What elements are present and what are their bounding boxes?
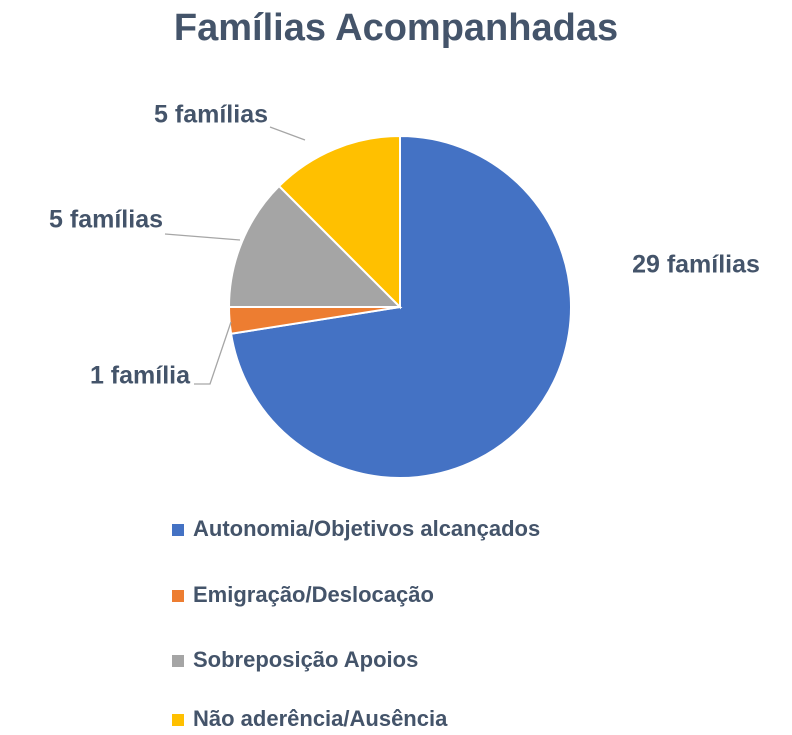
legend-swatch: [172, 524, 184, 536]
pie: [227, 134, 572, 479]
legend-swatch: [172, 590, 184, 602]
legend-swatch: [172, 714, 184, 726]
legend-label: Autonomia/Objetivos alcançados: [193, 516, 540, 541]
legend-label: Sobreposição Apoios: [193, 647, 418, 672]
data-label: 1 família: [90, 362, 191, 390]
leader-line: [164, 233, 241, 241]
legend-label: Não aderência/Ausência: [193, 706, 448, 731]
legend-swatch: [172, 655, 184, 667]
chart-title: Famílias Acompanhadas: [174, 7, 618, 49]
data-label: 5 famílias: [154, 101, 268, 129]
leader-line: [194, 321, 232, 385]
pie-slice: [277, 134, 401, 310]
legend-label: Emigração/Deslocação: [193, 582, 434, 607]
pie-slice: [227, 184, 403, 308]
leader-line: [269, 126, 306, 141]
data-label: 5 famílias: [49, 206, 163, 234]
data-label: 29 famílias: [632, 251, 760, 279]
